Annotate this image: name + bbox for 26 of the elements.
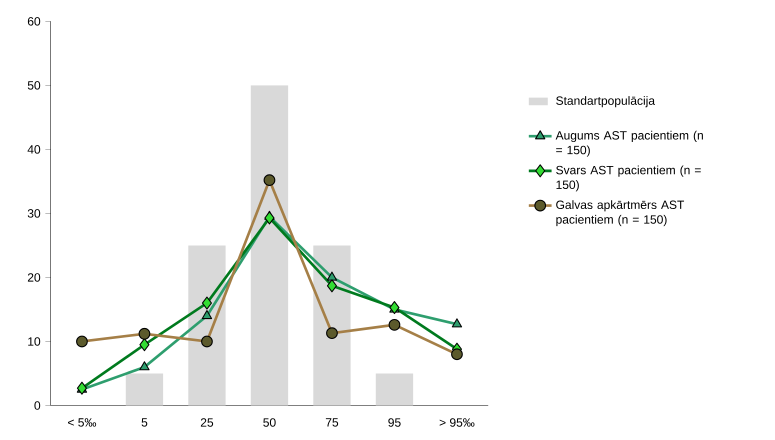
- point: [139, 361, 150, 370]
- x-tick-label: 50: [263, 418, 276, 427]
- legend-label: Standartpopulācija: [556, 96, 656, 108]
- y-tick-label: 60: [28, 16, 40, 26]
- bar: [126, 373, 164, 406]
- y-tick-label: 30: [28, 209, 40, 218]
- y-tick-label: 20: [28, 273, 40, 282]
- x-tick-label: < 5‰: [68, 418, 96, 427]
- x-tick-label: 95: [388, 418, 401, 427]
- x-tick-label: 25: [200, 418, 214, 427]
- legend-label: Svars AST pacientiem (n = 150): [556, 165, 701, 192]
- x-tick-label: > 95‰: [440, 418, 474, 427]
- legend-label: Augums AST pacientiem (n = 150): [556, 130, 703, 157]
- y-tick-label: 10: [28, 337, 40, 346]
- point: [202, 310, 212, 319]
- y-tick-label: 50: [28, 81, 40, 90]
- bar: [376, 373, 414, 406]
- point: [452, 318, 462, 328]
- bar: [313, 245, 351, 406]
- legend-label: Galvas apkārtmērs AST pacientiem (n = 150): [556, 200, 684, 226]
- x-tick-label: 75: [326, 418, 338, 427]
- bar: [250, 85, 288, 406]
- y-tick-label: 40: [28, 145, 40, 154]
- x-tick-label: 5: [142, 418, 148, 427]
- point: [326, 271, 338, 281]
- y-tick-label: 0: [34, 401, 40, 410]
